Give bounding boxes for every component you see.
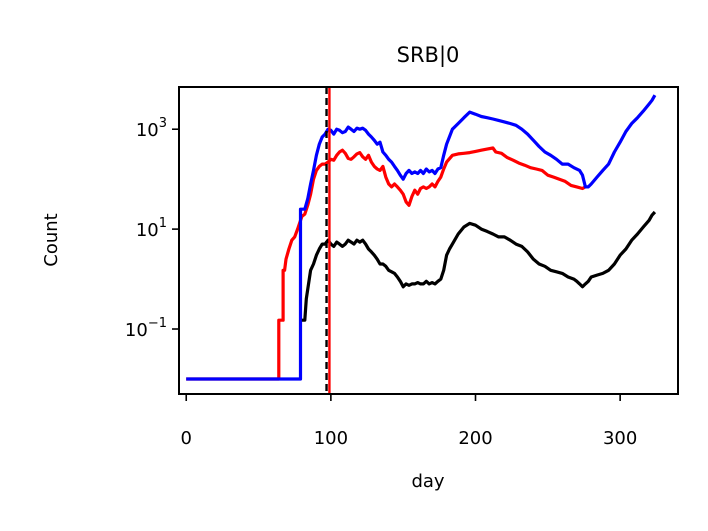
y-axis-label: Count <box>41 213 62 266</box>
y-tick-label: 101 <box>136 216 167 241</box>
x-tick-label: 0 <box>181 428 192 449</box>
series-line-3 <box>301 210 657 322</box>
y-tick-label: 103 <box>136 116 167 141</box>
y-tick-label: 10−1 <box>125 316 167 341</box>
series-line-2 <box>186 94 657 381</box>
x-tick-label: 300 <box>603 428 637 449</box>
x-tick-label: 200 <box>458 428 492 449</box>
x-tick-label: 100 <box>314 428 348 449</box>
chart-title: SRB|0 <box>397 43 460 68</box>
plot-area-frame <box>178 86 679 395</box>
x-axis-label: day <box>411 471 444 492</box>
